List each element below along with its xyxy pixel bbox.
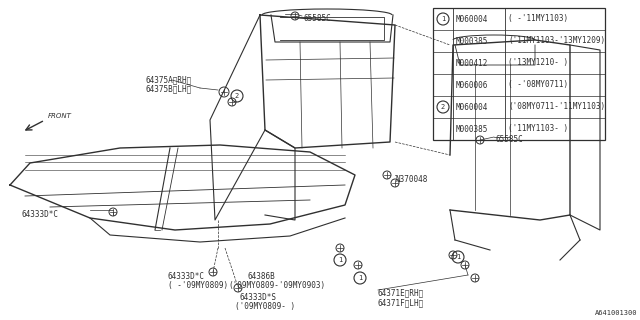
Text: ('08MY0711-'11MY1103): ('08MY0711-'11MY1103) <box>508 102 605 111</box>
Text: 64333D*C: 64333D*C <box>168 272 205 281</box>
Text: 1: 1 <box>441 16 445 22</box>
Text: 2: 2 <box>235 93 239 99</box>
Text: ( -'08MY0711): ( -'08MY0711) <box>508 81 568 90</box>
Text: ('11MY1103- ): ('11MY1103- ) <box>508 124 568 133</box>
Text: 1: 1 <box>358 275 362 281</box>
Text: M000385: M000385 <box>456 124 488 133</box>
Text: 1: 1 <box>338 257 342 263</box>
Text: M000412: M000412 <box>456 59 488 68</box>
Text: A641001300: A641001300 <box>595 310 637 316</box>
Text: M000385: M000385 <box>456 36 488 45</box>
Text: 64375A〈RH〉: 64375A〈RH〉 <box>145 75 191 84</box>
Text: 1: 1 <box>456 254 460 260</box>
Text: 64371F〈LH〉: 64371F〈LH〉 <box>378 298 424 307</box>
Text: N370048: N370048 <box>396 175 428 184</box>
Text: 64333D*S: 64333D*S <box>240 293 277 302</box>
Text: M060004: M060004 <box>456 14 488 23</box>
Text: ('11MY1103-'13MY1209): ('11MY1103-'13MY1209) <box>508 36 605 45</box>
Text: 65585C: 65585C <box>495 135 523 144</box>
Text: 2: 2 <box>441 104 445 110</box>
Text: FRONT: FRONT <box>48 113 72 119</box>
Text: 64371E〈RH〉: 64371E〈RH〉 <box>378 288 424 297</box>
Text: ('09MY0809- ): ('09MY0809- ) <box>235 302 295 311</box>
Bar <box>433 8 605 140</box>
Text: ( -'09MY0809): ( -'09MY0809) <box>168 281 228 290</box>
Text: 64333D*C: 64333D*C <box>22 210 59 219</box>
Text: M060004: M060004 <box>456 102 488 111</box>
Text: M060006: M060006 <box>456 81 488 90</box>
Text: ('09MY0809-'09MY0903): ('09MY0809-'09MY0903) <box>228 281 325 290</box>
Text: ('13MY1210- ): ('13MY1210- ) <box>508 59 568 68</box>
Text: 64386B: 64386B <box>248 272 276 281</box>
Text: ( -'11MY1103): ( -'11MY1103) <box>508 14 568 23</box>
Text: 64375B〈LH〉: 64375B〈LH〉 <box>145 84 191 93</box>
Text: 65585C: 65585C <box>303 14 331 23</box>
